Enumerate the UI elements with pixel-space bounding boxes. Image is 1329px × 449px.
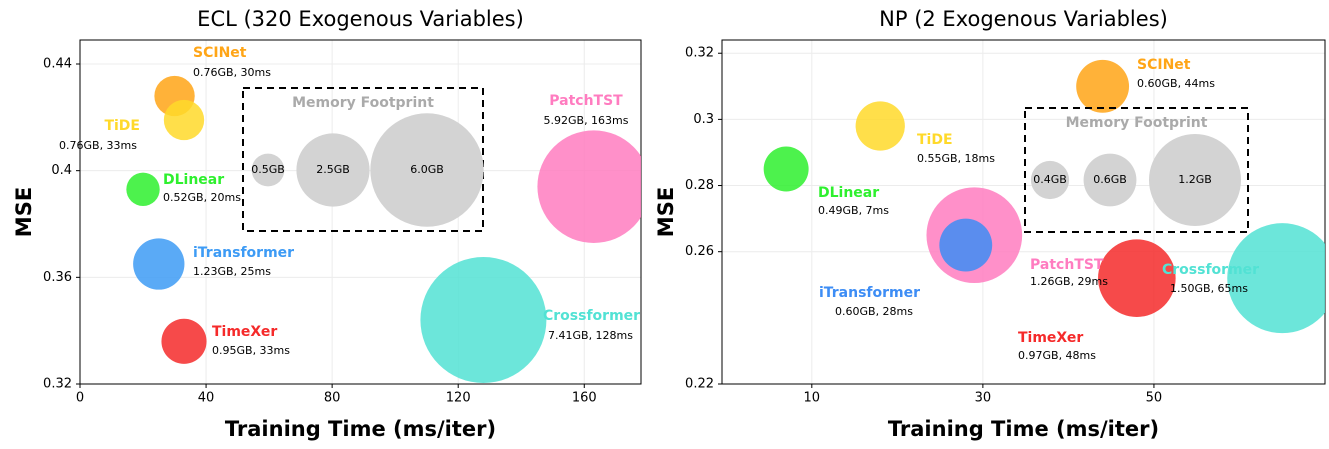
bubble <box>420 257 547 383</box>
bubble-annotation: 0.60GB, 28ms <box>835 305 913 318</box>
size-legend-label: 0.6GB <box>1093 173 1127 186</box>
x-axis-label: Training Time (ms/iter) <box>225 417 496 441</box>
bubble-annotation: 0.49GB, 7ms <box>818 204 889 217</box>
bubble-annotation: 0.52GB, 20ms <box>163 191 241 204</box>
size-legend-label: 1.2GB <box>1178 173 1212 186</box>
bubble-annotation: 0.95GB, 33ms <box>212 344 290 357</box>
series-name: DLinear <box>818 185 879 201</box>
size-legend-box <box>1024 107 1249 233</box>
bubble <box>763 146 809 192</box>
bubble-annotation: 0.76GB, 30ms <box>193 66 271 79</box>
size-legend-box <box>242 87 484 232</box>
series-name: TimeXer <box>212 324 277 340</box>
y-tick-label: 0.32 <box>43 377 72 392</box>
size-legend-bubble <box>370 113 484 227</box>
y-tick-label: 0.28 <box>685 178 714 193</box>
bubble <box>855 101 905 151</box>
chart: NP (2 Exogenous Variables) Training Time … <box>654 7 1326 441</box>
size-legend-bubble <box>1030 160 1070 200</box>
y-axis-label: MSE <box>654 187 678 237</box>
series-name: PatchTST <box>1030 257 1104 273</box>
series-name: TimeXer <box>1018 330 1083 346</box>
bubble-annotation: 1.23GB, 25ms <box>193 265 271 278</box>
y-tick-label: 0.44 <box>43 57 72 72</box>
bubble-annotation: 0.76GB, 33ms <box>59 139 137 152</box>
bubble <box>1098 239 1176 317</box>
bubble-annotation: 7.41GB, 128ms <box>548 329 633 342</box>
bubble-annotation: 0.60GB, 44ms <box>1137 77 1215 90</box>
size-legend-bubble <box>251 153 285 187</box>
series-name: SCINet <box>1137 57 1191 73</box>
x-tick-label: 10 <box>804 391 821 406</box>
x-tick-label: 160 <box>572 391 597 406</box>
x-tick-label: 30 <box>975 391 992 406</box>
x-tick-label: 120 <box>446 391 471 406</box>
x-axis-label: Training Time (ms/iter) <box>888 417 1159 441</box>
series-name: iTransformer <box>193 245 294 261</box>
plot <box>763 59 1325 334</box>
series-name: iTransformer <box>819 285 920 301</box>
plot <box>126 75 641 383</box>
size-legend-title: Memory Footprint <box>292 95 434 111</box>
series-name: DLinear <box>163 172 224 188</box>
size-legend-label: 0.5GB <box>251 163 285 176</box>
series-name: Crossformer <box>543 308 640 324</box>
series-name: Crossformer <box>1162 262 1259 278</box>
x-tick-label: 50 <box>1146 391 1163 406</box>
y-tick-label: 0.22 <box>685 377 714 392</box>
bubble-annotation: 5.92GB, 163ms <box>544 114 629 127</box>
chart-title: ECL (320 Exogenous Variables) <box>197 7 524 31</box>
bubble <box>537 130 641 243</box>
y-tick-label: 0.3 <box>693 112 714 127</box>
plot-frame <box>721 39 1326 385</box>
bubble <box>1076 59 1130 113</box>
size-legend-label: 0.4GB <box>1033 173 1067 186</box>
y-tick-label: 0.4 <box>51 163 72 178</box>
bubble-annotation: 0.97GB, 48ms <box>1018 349 1096 362</box>
bubble-annotation: 1.26GB, 29ms <box>1030 275 1108 288</box>
size-legend-label: 6.0GB <box>410 163 444 176</box>
size-legend-title: Memory Footprint <box>1066 115 1208 131</box>
bubble <box>133 238 185 290</box>
y-tick-label: 0.36 <box>43 270 72 285</box>
series-name: SCINet <box>193 45 247 61</box>
size-legend-bubble <box>1148 133 1242 227</box>
chart: ECL (320 Exogenous Variables) Training Ti… <box>12 7 642 441</box>
size-legend-bubble <box>1083 153 1137 207</box>
series-name: PatchTST <box>549 93 623 109</box>
y-tick-label: 0.32 <box>685 46 714 61</box>
bubble <box>161 318 207 364</box>
x-tick-label: 40 <box>198 391 215 406</box>
bubble <box>1227 223 1325 334</box>
bubble <box>163 99 205 141</box>
y-axis-label: MSE <box>12 187 36 237</box>
series-name: TiDE <box>104 118 140 134</box>
series-name: TiDE <box>917 132 953 148</box>
size-legend-bubble <box>296 133 370 207</box>
chart-title: NP (2 Exogenous Variables) <box>879 7 1168 31</box>
bubble <box>126 172 160 207</box>
bubble-annotation: 0.55GB, 18ms <box>917 152 995 165</box>
bubble <box>939 218 993 272</box>
size-legend-label: 2.5GB <box>316 163 350 176</box>
y-tick-label: 0.26 <box>685 244 714 259</box>
bubble-annotation: 1.50GB, 65ms <box>1170 282 1248 295</box>
x-tick-label: 80 <box>324 391 341 406</box>
x-tick-label: 0 <box>76 391 84 406</box>
